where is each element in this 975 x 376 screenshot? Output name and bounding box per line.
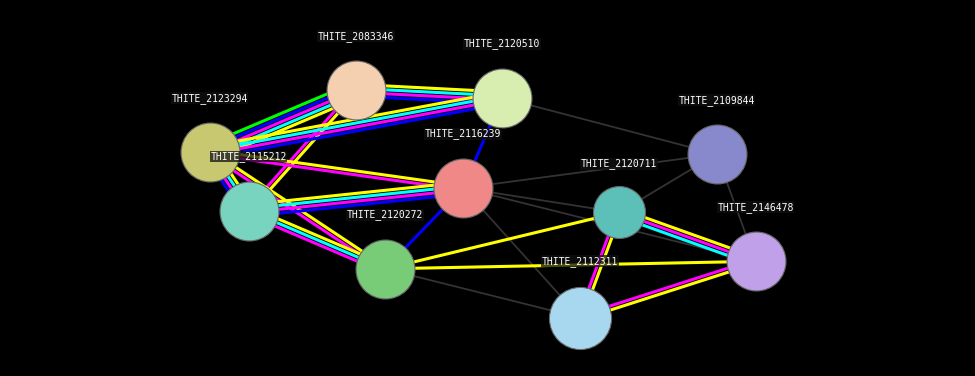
Point xyxy=(377,266,393,272)
Text: THITE_2115212: THITE_2115212 xyxy=(211,151,287,162)
Point xyxy=(748,258,763,264)
Point xyxy=(494,95,510,101)
Point xyxy=(241,208,256,214)
Text: THITE_2112311: THITE_2112311 xyxy=(542,256,618,267)
Point xyxy=(709,151,724,157)
Text: THITE_2120510: THITE_2120510 xyxy=(464,38,540,49)
Text: THITE_2146478: THITE_2146478 xyxy=(718,202,794,213)
Point xyxy=(348,87,364,93)
Point xyxy=(611,209,627,215)
Point xyxy=(455,185,471,191)
Text: THITE_2123294: THITE_2123294 xyxy=(172,93,248,104)
Point xyxy=(202,149,217,155)
Text: THITE_2083346: THITE_2083346 xyxy=(318,31,394,42)
Point xyxy=(572,315,588,321)
Text: THITE_2120272: THITE_2120272 xyxy=(347,209,423,220)
Text: THITE_2116239: THITE_2116239 xyxy=(425,129,501,139)
Text: THITE_2109844: THITE_2109844 xyxy=(679,95,755,106)
Text: THITE_2120711: THITE_2120711 xyxy=(581,158,657,169)
